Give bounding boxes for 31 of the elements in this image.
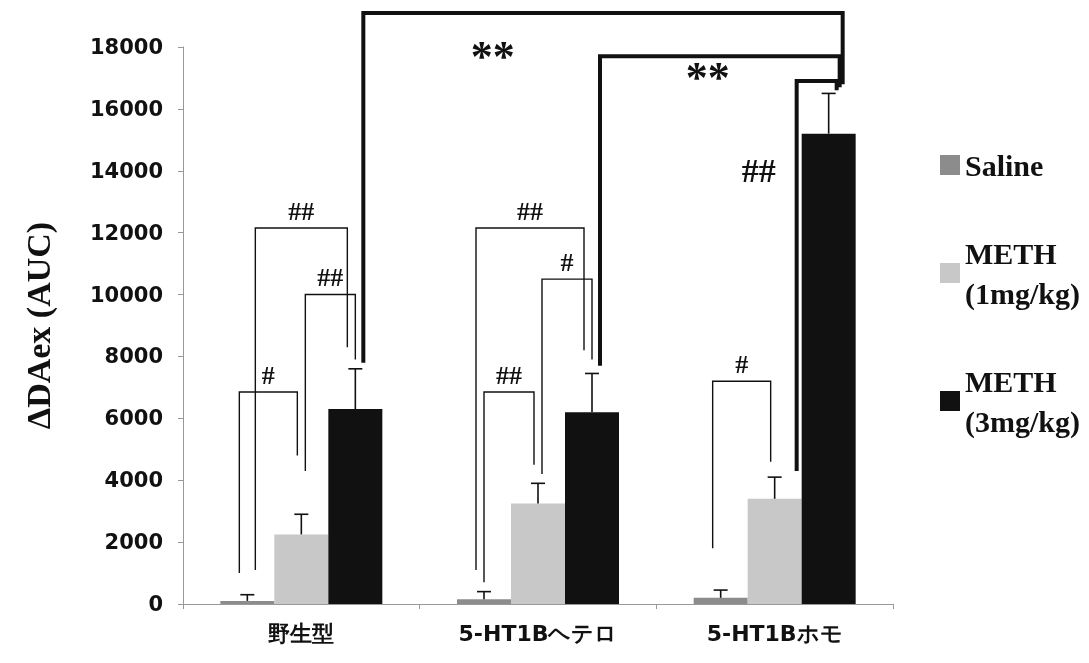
legend-label: Saline — [965, 148, 1044, 182]
y-tick-label: 12000 — [89, 220, 163, 245]
y-tick-label: 18000 — [89, 35, 163, 59]
y-tick-label: 4000 — [104, 468, 163, 493]
bar — [220, 600, 275, 604]
annotation: ** — [685, 53, 730, 103]
annotation: ## — [288, 196, 315, 226]
annotation: # — [735, 349, 749, 379]
y-tick-label: 10000 — [89, 282, 163, 307]
y-axis-title: ΔDAex (AUC) — [19, 221, 58, 430]
bar — [457, 599, 511, 604]
y-tick-label: 16000 — [89, 96, 163, 121]
bar — [747, 498, 802, 604]
y-tick-label: 0 — [148, 592, 163, 616]
annotation: ## — [741, 152, 776, 190]
annotation: # — [560, 247, 574, 277]
annotation: ## — [517, 196, 543, 226]
annotation: ** — [470, 31, 515, 81]
x-tick-label: 5-HT1Bヘテロ — [458, 620, 618, 646]
y-tick-label: 14000 — [89, 158, 163, 183]
legend-label: METH (3mg/kg) — [965, 364, 1081, 439]
bar — [693, 597, 748, 604]
y-tick-label: 6000 — [104, 406, 163, 431]
x-tick-label: 野生型 — [268, 620, 335, 646]
y-tick-label: 2000 — [104, 530, 163, 555]
legend-label: METH (1mg/kg) — [965, 236, 1081, 311]
annotation: # — [261, 360, 275, 390]
annotation: ## — [496, 360, 522, 390]
y-tick-label: 8000 — [104, 344, 163, 369]
annotation: ## — [317, 263, 344, 293]
x-tick-label: 5-HT1Bホモ — [706, 620, 843, 646]
